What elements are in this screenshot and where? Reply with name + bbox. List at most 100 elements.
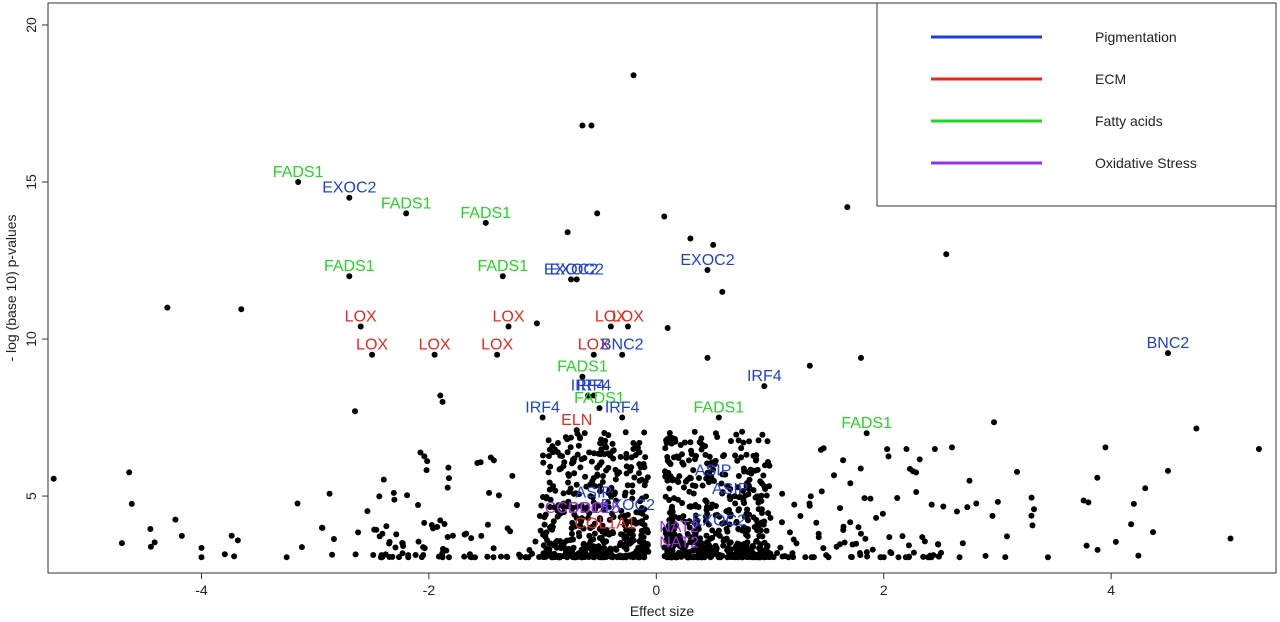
- gene-label-irf4: IRF4: [605, 400, 640, 417]
- data-point: [726, 540, 733, 547]
- data-point: [601, 538, 608, 545]
- data-point: [726, 521, 733, 528]
- data-point: [198, 544, 205, 551]
- data-point: [738, 454, 745, 461]
- labeled-point: [403, 210, 410, 217]
- data-point: [461, 553, 468, 560]
- data-point: [478, 532, 485, 539]
- data-point: [739, 542, 746, 549]
- data-point: [612, 497, 619, 504]
- labeled-point: [369, 351, 376, 358]
- data-point: [283, 554, 290, 561]
- data-point: [606, 486, 613, 493]
- data-point: [879, 510, 886, 517]
- data-point: [745, 482, 752, 489]
- data-point: [577, 435, 584, 442]
- data-point: [1031, 506, 1038, 513]
- data-point: [294, 500, 301, 507]
- labeled-point: [494, 351, 501, 358]
- data-point: [686, 518, 693, 525]
- data-point: [763, 554, 770, 561]
- labeled-point: [573, 276, 580, 283]
- data-point: [638, 476, 645, 483]
- data-point: [461, 531, 468, 538]
- data-point: [556, 466, 563, 473]
- data-point: [389, 553, 396, 560]
- data-point: [661, 213, 668, 220]
- data-point: [565, 471, 572, 478]
- data-point: [710, 241, 717, 248]
- data-point: [807, 493, 814, 500]
- plot-frame: [47, 2, 1277, 574]
- data-point: [546, 504, 553, 511]
- labeled-point: [607, 323, 614, 330]
- data-point: [760, 472, 767, 479]
- data-point: [623, 463, 630, 470]
- gene-label-exoc2: EXOC2: [692, 513, 746, 530]
- data-point: [687, 534, 694, 541]
- data-point: [561, 539, 568, 546]
- data-point: [540, 542, 547, 549]
- data-point: [391, 496, 398, 503]
- data-point: [820, 545, 827, 552]
- data-point: [579, 122, 586, 129]
- data-point: [437, 517, 444, 524]
- data-point: [629, 532, 636, 539]
- gene-label-fads1: FADS1: [324, 258, 375, 275]
- data-point: [609, 448, 616, 455]
- data-point: [383, 523, 390, 530]
- data-point: [756, 554, 763, 561]
- data-point: [583, 542, 590, 549]
- data-point: [641, 482, 648, 489]
- data-point: [636, 439, 643, 446]
- data-point: [802, 554, 809, 561]
- data-point: [703, 532, 710, 539]
- data-point: [591, 530, 598, 537]
- data-point: [679, 499, 686, 506]
- data-point: [695, 525, 702, 532]
- data-point: [935, 553, 942, 560]
- data-point: [702, 518, 709, 525]
- data-point: [926, 554, 933, 561]
- data-point: [754, 466, 761, 473]
- data-point: [128, 500, 135, 507]
- data-point: [575, 530, 582, 537]
- data-point: [634, 444, 641, 451]
- data-point: [857, 530, 864, 537]
- data-point: [574, 503, 581, 510]
- data-point: [710, 466, 717, 473]
- data-point: [118, 540, 125, 547]
- data-point: [682, 542, 689, 549]
- labeled-point: [619, 351, 626, 358]
- data-point: [943, 251, 950, 258]
- data-point: [670, 495, 677, 502]
- labeled-point: [624, 323, 631, 330]
- data-point: [770, 554, 777, 561]
- axes-layer: -4 -2 0 2 4 5 10 15 20: [23, 17, 1115, 598]
- x-tick-label-4: 4: [1107, 582, 1115, 598]
- data-point: [884, 446, 891, 453]
- data-point: [777, 544, 784, 551]
- data-point: [662, 526, 669, 533]
- data-point: [599, 479, 606, 486]
- legend-label: Oxidative Stress: [1095, 155, 1197, 171]
- data-point: [739, 428, 746, 435]
- data-point: [537, 527, 544, 534]
- data-point: [599, 472, 606, 479]
- data-point: [630, 551, 637, 558]
- data-point: [635, 470, 642, 477]
- data-point: [640, 544, 647, 551]
- data-point: [863, 549, 870, 556]
- data-point: [399, 550, 406, 557]
- data-point: [1085, 499, 1092, 506]
- data-point: [964, 504, 971, 511]
- data-point: [571, 511, 578, 518]
- data-point: [594, 547, 601, 554]
- data-point: [468, 535, 475, 542]
- data-point: [1112, 538, 1119, 545]
- data-point: [920, 553, 927, 560]
- data-point: [641, 506, 648, 513]
- data-point: [669, 477, 676, 484]
- data-point: [779, 490, 786, 497]
- data-point: [629, 489, 636, 496]
